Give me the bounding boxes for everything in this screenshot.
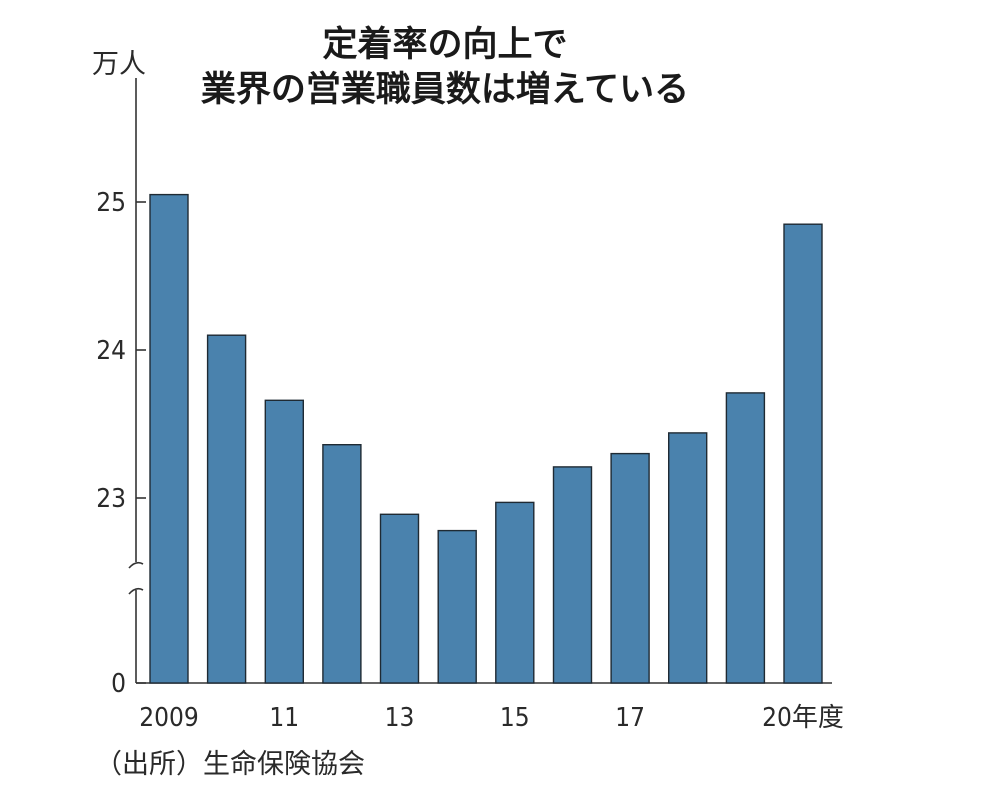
y-tick-label: 0 xyxy=(111,669,126,699)
x-tick-label: 11 xyxy=(269,703,299,733)
bar-11 xyxy=(264,399,304,684)
x-tick-label: 15 xyxy=(500,703,530,733)
bar-14 xyxy=(437,529,477,684)
bar-15 xyxy=(495,501,535,684)
bars-layer xyxy=(149,193,823,684)
axis-break-mark-upper xyxy=(128,561,144,569)
y-axis-unit-label: 万人 xyxy=(92,49,146,80)
x-tick-label: 13 xyxy=(385,703,415,733)
bar-13 xyxy=(379,513,420,684)
bar-19 xyxy=(725,392,766,684)
source-note: （出所）生命保険協会 xyxy=(95,749,365,780)
y-tick-label: 25 xyxy=(96,188,126,218)
x-tick-label: 20年度 xyxy=(762,703,844,733)
y-tick-label: 23 xyxy=(96,484,126,514)
y-tick-label: 24 xyxy=(96,336,126,366)
bar-2009 xyxy=(149,193,189,684)
bar-17 xyxy=(610,452,650,684)
bar-10 xyxy=(206,334,247,684)
bar-20 xyxy=(783,223,823,684)
chart-title-line-1: 定着率の向上で xyxy=(322,25,568,65)
bar-12 xyxy=(322,444,362,684)
bar-18 xyxy=(668,432,708,684)
axis-layer xyxy=(128,78,832,684)
bar-16 xyxy=(552,466,593,684)
chart-title-line-2: 業界の営業職員数は増えている xyxy=(200,70,690,110)
ticks-layer: 0 23 24 25 2009 11 13 15 17 20年度 xyxy=(96,188,844,733)
axis-break-mark-lower xyxy=(128,587,144,595)
x-tick-label: 17 xyxy=(615,703,645,733)
x-tick-label: 2009 xyxy=(139,703,199,733)
